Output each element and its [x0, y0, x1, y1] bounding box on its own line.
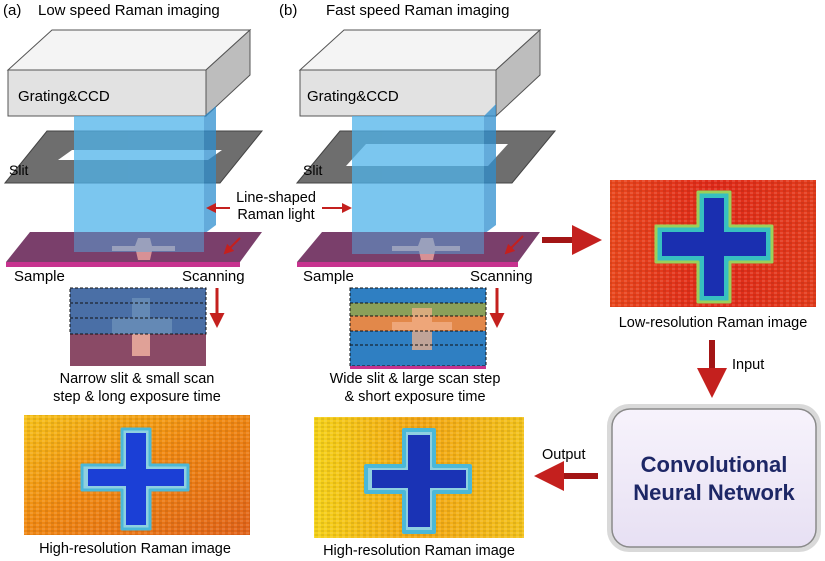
- caption-b-line1: Wide slit & large scan step: [330, 371, 501, 387]
- panel-b-tag: (b): [279, 2, 297, 19]
- caption-a-line1: Narrow slit & small scan: [60, 371, 215, 387]
- panel-a-title: Low speed Raman imaging: [38, 2, 220, 19]
- sample-slab-b: [297, 232, 540, 267]
- cnn-box: [607, 404, 821, 552]
- low-res-image: [610, 180, 816, 307]
- scanning-label-a: Scanning: [182, 268, 245, 285]
- sample-slab-a: [6, 232, 262, 267]
- light-label-line1: Line-shaped: [236, 190, 316, 206]
- high-res-image-a: [24, 415, 250, 535]
- scanning-label-b: Scanning: [470, 268, 533, 285]
- sample-label-a: Sample: [14, 268, 65, 285]
- panel-a-tag: (a): [3, 2, 21, 19]
- slit-label-a: Slit: [9, 162, 29, 178]
- output-label: Output: [542, 447, 586, 463]
- light-label-line2: Raman light: [237, 207, 314, 223]
- high-res-image-b: [314, 417, 524, 538]
- line-shaped-light-callout: Line-shaped Raman light: [206, 190, 352, 223]
- caption-b-line2: & short exposure time: [344, 389, 485, 405]
- panel-b-title: Fast speed Raman imaging: [326, 2, 509, 19]
- input-label: Input: [732, 357, 764, 373]
- raman-light-beam-b: [352, 104, 496, 234]
- result-label-a: High-resolution Raman image: [39, 541, 231, 557]
- grating-ccd-box-a: [6, 28, 252, 118]
- grating-ccd-label-b: Grating&CCD: [307, 88, 399, 105]
- raman-light-beam-a: [74, 106, 216, 234]
- scan-direction-arrow-b: [504, 235, 524, 255]
- result-label-b: High-resolution Raman image: [323, 543, 515, 559]
- panel-b: (b) Fast speed Raman imaging Grating&CCD…: [279, 2, 557, 559]
- cnn-label-line1: Convolutional: [641, 452, 788, 477]
- scan-inset-b: [349, 287, 487, 369]
- grating-ccd-label-a: Grating&CCD: [18, 88, 110, 105]
- caption-a-line2: step & long exposure time: [53, 389, 221, 405]
- slit-label-b: Slit: [303, 162, 323, 178]
- scan-inset-a: [69, 287, 207, 366]
- panel-a: (a) Low speed Raman imaging Grating&CCD …: [3, 2, 264, 557]
- cnn-label-line2: Neural Network: [633, 480, 795, 505]
- grating-ccd-box-b: [298, 28, 542, 118]
- sample-label-b: Sample: [303, 268, 354, 285]
- low-res-label: Low-resolution Raman image: [619, 315, 808, 331]
- scan-direction-arrow-a: [223, 237, 241, 255]
